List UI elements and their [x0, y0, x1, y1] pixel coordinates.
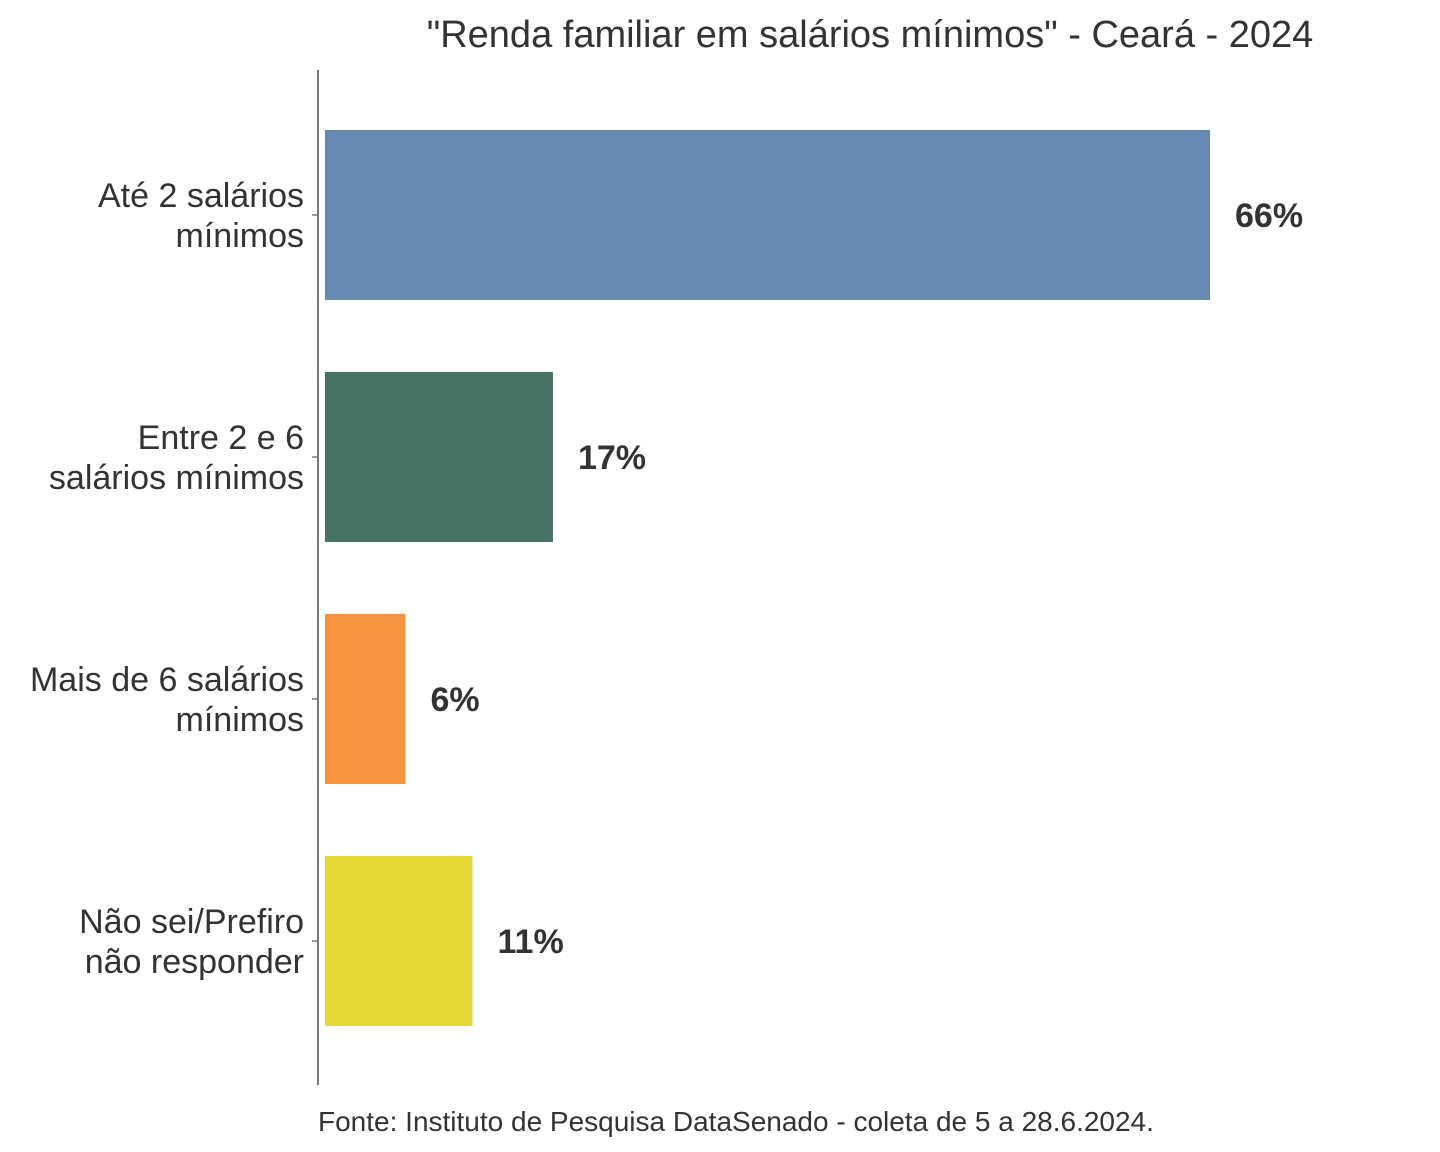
- value-label-4: 11%: [498, 923, 564, 961]
- category-label-line: mínimos: [176, 701, 304, 739]
- value-label-2: 17%: [578, 439, 646, 477]
- bar-2: [325, 372, 553, 542]
- category-label-line: mínimos: [176, 217, 304, 255]
- category-label-3: Mais de 6 salários mínimos: [30, 661, 304, 739]
- bars-group: [312, 130, 1210, 1026]
- bar-4: [325, 856, 473, 1026]
- category-label-4: Não sei/Prefiro não responder: [79, 903, 304, 981]
- category-label-line: salários mínimos: [49, 459, 304, 497]
- category-label-line: Entre 2 e 6: [138, 419, 304, 457]
- category-label-2: Entre 2 e 6 salários mínimos: [49, 419, 304, 497]
- category-label-1: Até 2 salários mínimos: [98, 177, 304, 255]
- category-label-line: Mais de 6 salários: [30, 661, 304, 699]
- value-label-1: 66%: [1235, 197, 1303, 235]
- bar-3: [325, 614, 406, 784]
- source-note: Fonte: Instituto de Pesquisa DataSenado …: [318, 1106, 1154, 1137]
- value-label-3: 6%: [430, 681, 479, 719]
- category-label-line: Não sei/Prefiro: [79, 903, 304, 941]
- chart-title: "Renda familiar em salários mínimos" - C…: [427, 14, 1314, 56]
- category-label-line: Até 2 salários: [98, 177, 304, 215]
- category-label-line: não responder: [85, 943, 304, 981]
- bar-1: [325, 130, 1210, 300]
- value-labels: 66% 17% 6% 11%: [430, 197, 1303, 961]
